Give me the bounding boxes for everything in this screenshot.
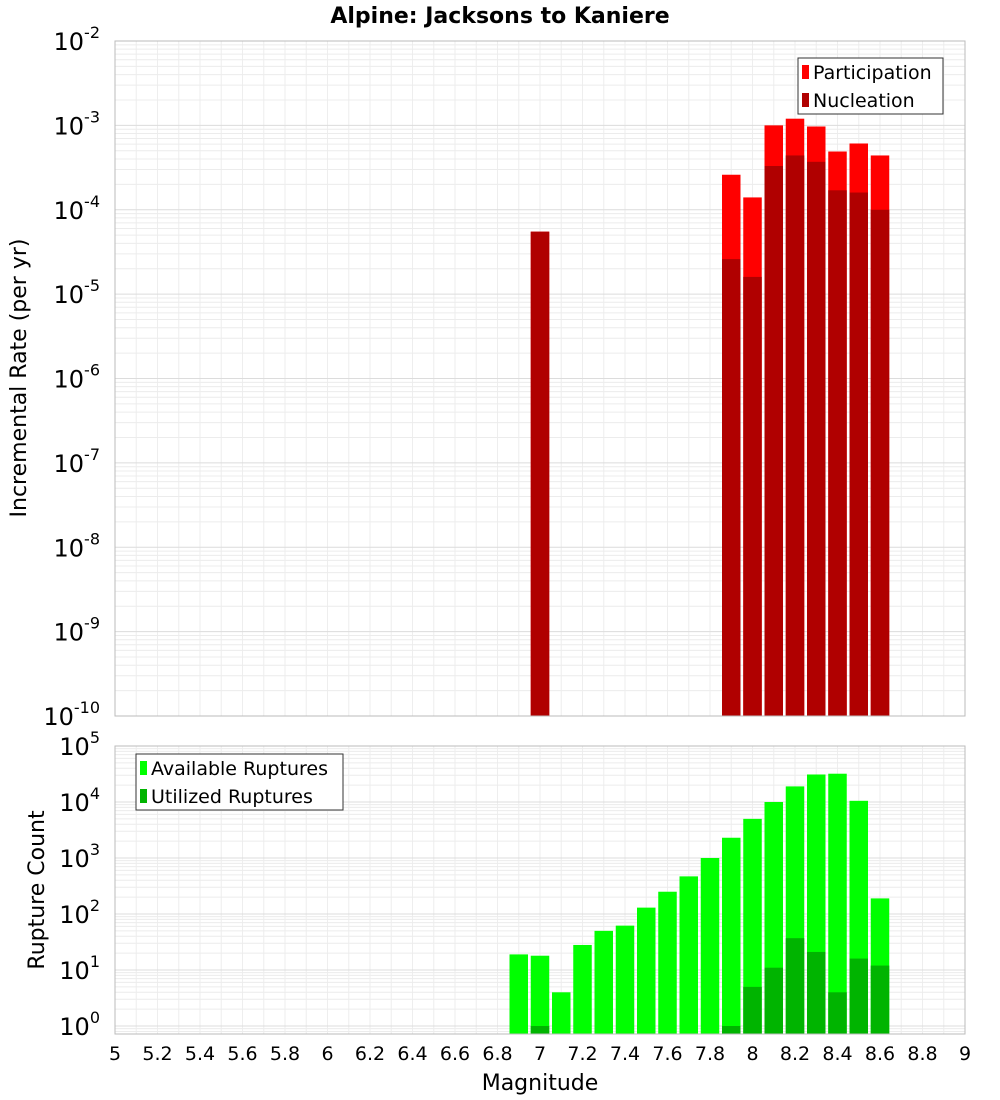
bar-utilized-ruptures-8.6 [870,965,890,1034]
y-tick-label: 103 [59,840,100,873]
legend-label: Participation [813,62,932,84]
y-tick-label: 102 [59,896,100,929]
legend: Participation Nucleation [797,57,944,115]
y-tick-label: 100 [59,1008,100,1041]
chart-title: Alpine: Jacksons to Kaniere [330,4,669,29]
x-tick-label: 7.6 [652,1043,682,1065]
y-tick-label: 104 [59,784,100,817]
x-tick-label: 7.4 [610,1043,640,1065]
x-tick-label: 7.8 [695,1043,725,1065]
x-tick-label: 5.2 [142,1043,172,1065]
legend-label: Utilized Ruptures [151,786,313,808]
bar-available-ruptures-7.8 [700,858,720,1034]
x-tick-label: 5.8 [270,1043,300,1065]
bar-utilized-ruptures-8 [743,986,762,1034]
bar-available-ruptures-7.6 [658,891,677,1034]
x-tick-label: 6 [321,1043,333,1065]
y-tick-label: 105 [59,728,100,761]
bottom-y-axis-label: Rupture Count [25,810,50,970]
y-tick-label: 101 [59,952,100,985]
y-tick-label: 10-4 [54,192,101,225]
legend-box [135,753,344,811]
bar-available-ruptures-8 [743,818,762,1034]
bar-nucleation-8.6 [870,209,890,716]
top-y-axis-label: Incremental Rate (per yr) [7,239,32,518]
y-tick-label: 10-2 [54,23,101,56]
bar-utilized-ruptures-8.1 [764,967,783,1034]
legend-label: Nucleation [813,90,915,112]
x-tick-label: 8.4 [822,1043,852,1065]
bar-nucleation-7 [530,231,550,716]
x-tick-label: 5.6 [227,1043,257,1065]
legend-box [797,57,944,115]
bar-available-ruptures-7.4 [615,925,635,1034]
legend-swatch [140,761,147,775]
bar-nucleation-8.4 [828,190,847,716]
bar-utilized-ruptures-7 [530,1026,550,1034]
bar-available-ruptures-7.2 [573,944,592,1034]
bar-nucleation-8.3 [807,161,826,716]
y-tick-label: 10-6 [54,361,101,394]
bar-nucleation-8.2 [785,155,805,716]
y-tick-label: 10-3 [54,107,101,140]
bar-available-ruptures-8.4 [828,773,847,1034]
x-tick-label: 8.8 [907,1043,937,1065]
x-tick-label: 6.2 [355,1043,385,1065]
bar-utilized-ruptures-8.2 [785,938,805,1034]
bar-utilized-ruptures-8.5 [849,958,868,1034]
y-tick-label: 10-7 [54,445,101,478]
bar-nucleation-8.5 [849,192,868,717]
bar-available-ruptures-7.1 [552,992,571,1034]
x-tick-label: 6.8 [482,1043,512,1065]
bar-utilized-ruptures-8.3 [807,951,826,1034]
x-axis-label: Magnitude [482,1071,599,1096]
legend-swatch [140,789,147,803]
legend-swatch [802,93,809,107]
x-tick-label: 7 [534,1043,546,1065]
bar-nucleation-8 [743,276,762,716]
x-tick-label: 8.6 [865,1043,895,1065]
x-tick-label: 9 [959,1043,971,1065]
bar-utilized-ruptures-8.4 [828,992,847,1034]
bar-available-ruptures-7 [530,955,550,1034]
bar-available-ruptures-6.9 [509,954,528,1034]
x-tick-label: 7.2 [567,1043,597,1065]
y-tick-label: 10-5 [54,276,101,309]
top-panel-plot: 10-10 10-9 10-8 10-7 10-6 10-5 10-4 10-3 10-2 Par… [43,23,966,731]
plot-frame [114,40,966,717]
bar-available-ruptures-7.9 [722,837,741,1034]
bar-nucleation-8.1 [764,166,783,717]
x-tick-label: 8 [746,1043,758,1065]
bar-nucleation-7.9 [722,259,741,716]
x-tick-label: 6.4 [397,1043,427,1065]
y-tick-label: 10-9 [54,614,101,647]
x-tick-label: 6.6 [440,1043,470,1065]
x-tick-label: 5 [109,1043,121,1065]
bar-available-ruptures-7.3 [594,930,613,1034]
bar-available-ruptures-7.5 [637,907,656,1034]
bottom-panel-plot: 100 101 102 103 104 105 Available Ruptures Util… [59,728,971,1065]
legend-swatch [802,65,809,79]
bar-available-ruptures-7.7 [679,876,698,1034]
bar-utilized-ruptures-7.9 [722,1026,741,1034]
x-tick-label: 8.2 [780,1043,810,1065]
y-tick-label: 10-10 [43,698,100,731]
plot-frame [114,745,966,1035]
y-tick-label: 10-8 [54,529,101,562]
x-tick-label: 5.4 [185,1043,215,1065]
legend-label: Available Ruptures [151,758,328,780]
legend: Available Ruptures Utilized Ruptures [135,753,344,811]
